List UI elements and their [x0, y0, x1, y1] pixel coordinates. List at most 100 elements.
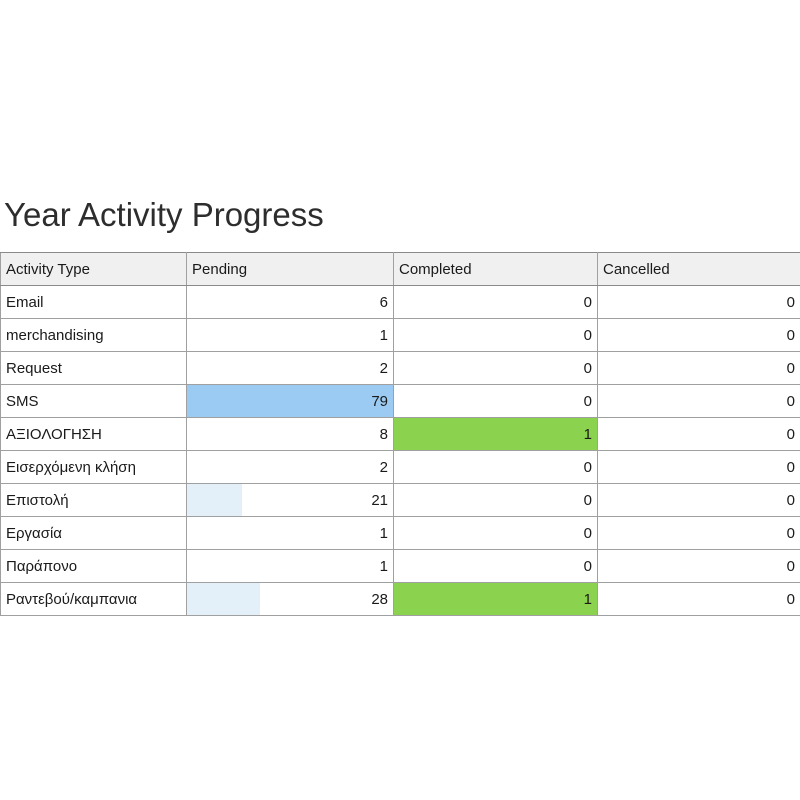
pending-value: 2 [379, 458, 388, 476]
activity-type-cell[interactable]: Email [0, 285, 187, 319]
activity-type-cell[interactable]: Εισερχόμενη κλήση [0, 450, 187, 484]
activity-type-label: SMS [6, 392, 39, 410]
activity-type-label: merchandising [6, 326, 104, 344]
activity-type-cell[interactable]: Εργασία [0, 516, 187, 550]
cancelled-cell[interactable]: 0 [597, 318, 800, 352]
completed-value: 0 [583, 557, 592, 575]
completed-value: 0 [583, 458, 592, 476]
pending-cell[interactable]: 1 [186, 318, 394, 352]
cancelled-value: 0 [786, 293, 795, 311]
table-row: Εισερχόμενη κλήση 2 0 0 [0, 450, 800, 484]
pending-data-bar [187, 385, 393, 417]
pending-cell[interactable]: 2 [186, 351, 394, 385]
table-header-row: Activity Type Pending Completed Cancelle… [0, 252, 800, 286]
completed-cell[interactable]: 0 [393, 450, 598, 484]
cancelled-value: 0 [786, 590, 795, 608]
activity-type-cell[interactable]: SMS [0, 384, 187, 418]
completed-cell[interactable]: 0 [393, 351, 598, 385]
completed-value: 0 [583, 524, 592, 542]
cancelled-value: 0 [786, 359, 795, 377]
table-row: Εργασία 1 0 0 [0, 516, 800, 550]
column-header-pending[interactable]: Pending [186, 252, 394, 286]
completed-value: 0 [583, 293, 592, 311]
completed-cell[interactable]: 0 [393, 483, 598, 517]
column-header-cancelled[interactable]: Cancelled [597, 252, 800, 286]
cancelled-value: 0 [786, 491, 795, 509]
cancelled-cell[interactable]: 0 [597, 417, 800, 451]
activity-type-label: Email [6, 293, 44, 311]
activity-type-cell[interactable]: ΑΞΙΟΛΟΓΗΣΗ [0, 417, 187, 451]
cancelled-cell[interactable]: 0 [597, 549, 800, 583]
completed-value: 1 [583, 425, 592, 443]
cancelled-value: 0 [786, 392, 795, 410]
completed-cell[interactable]: 0 [393, 516, 598, 550]
cancelled-cell[interactable]: 0 [597, 582, 800, 616]
pending-cell[interactable]: 6 [186, 285, 394, 319]
table-row: Παράπονο 1 0 0 [0, 549, 800, 583]
completed-cell[interactable]: 0 [393, 549, 598, 583]
activity-progress-table: Activity Type Pending Completed Cancelle… [0, 252, 800, 616]
column-header-completed[interactable]: Completed [393, 252, 598, 286]
table-row: ΑΞΙΟΛΟΓΗΣΗ 8 1 0 [0, 417, 800, 451]
page-title: Year Activity Progress [4, 196, 324, 233]
cancelled-cell[interactable]: 0 [597, 351, 800, 385]
pending-data-bar [187, 583, 260, 615]
pending-value: 21 [371, 491, 388, 509]
activity-type-label: ΑΞΙΟΛΟΓΗΣΗ [6, 425, 102, 443]
table-row: SMS 79 0 0 [0, 384, 800, 418]
cancelled-value: 0 [786, 458, 795, 476]
cancelled-cell[interactable]: 0 [597, 384, 800, 418]
pending-value: 79 [371, 392, 388, 410]
pending-value: 1 [379, 326, 388, 344]
activity-type-label: Εισερχόμενη κλήση [6, 458, 136, 476]
cancelled-value: 0 [786, 425, 795, 443]
completed-cell[interactable]: 1 [393, 417, 598, 451]
pending-cell[interactable]: 28 [186, 582, 394, 616]
pending-cell[interactable]: 8 [186, 417, 394, 451]
completed-cell[interactable]: 0 [393, 384, 598, 418]
table-row: Request 2 0 0 [0, 351, 800, 385]
pending-value: 6 [379, 293, 388, 311]
completed-cell[interactable]: 0 [393, 318, 598, 352]
activity-type-label: Request [6, 359, 62, 377]
completed-value: 0 [583, 392, 592, 410]
activity-type-label: Παράπονο [6, 557, 78, 575]
activity-type-cell[interactable]: Ραντεβού/καμπανια [0, 582, 187, 616]
pending-cell[interactable]: 1 [186, 516, 394, 550]
activity-type-cell[interactable]: Επιστολή [0, 483, 187, 517]
pending-cell[interactable]: 2 [186, 450, 394, 484]
column-header-activity-type[interactable]: Activity Type [0, 252, 187, 286]
pending-value: 1 [379, 557, 388, 575]
cancelled-value: 0 [786, 524, 795, 542]
completed-value: 1 [583, 590, 592, 608]
completed-cell[interactable]: 0 [393, 285, 598, 319]
table-row: Επιστολή 21 0 0 [0, 483, 800, 517]
pending-cell[interactable]: 79 [186, 384, 394, 418]
pending-value: 28 [371, 590, 388, 608]
cancelled-value: 0 [786, 326, 795, 344]
pending-value: 2 [379, 359, 388, 377]
completed-value: 0 [583, 326, 592, 344]
pending-value: 8 [379, 425, 388, 443]
activity-type-label: Επιστολή [6, 491, 69, 509]
activity-type-label: Εργασία [6, 524, 62, 542]
activity-type-cell[interactable]: Request [0, 351, 187, 385]
activity-type-cell[interactable]: merchandising [0, 318, 187, 352]
completed-value: 0 [583, 359, 592, 377]
cancelled-cell[interactable]: 0 [597, 285, 800, 319]
table-row: merchandising 1 0 0 [0, 318, 800, 352]
cancelled-cell[interactable]: 0 [597, 516, 800, 550]
cancelled-cell[interactable]: 0 [597, 450, 800, 484]
pending-cell[interactable]: 21 [186, 483, 394, 517]
activity-type-label: Ραντεβού/καμπανια [6, 590, 138, 608]
table-row: Email 6 0 0 [0, 285, 800, 319]
pending-value: 1 [379, 524, 388, 542]
cancelled-value: 0 [786, 557, 795, 575]
activity-type-cell[interactable]: Παράπονο [0, 549, 187, 583]
cancelled-cell[interactable]: 0 [597, 483, 800, 517]
completed-cell[interactable]: 1 [393, 582, 598, 616]
table-row: Ραντεβού/καμπανια 28 1 0 [0, 582, 800, 616]
completed-value: 0 [583, 491, 592, 509]
pending-cell[interactable]: 1 [186, 549, 394, 583]
